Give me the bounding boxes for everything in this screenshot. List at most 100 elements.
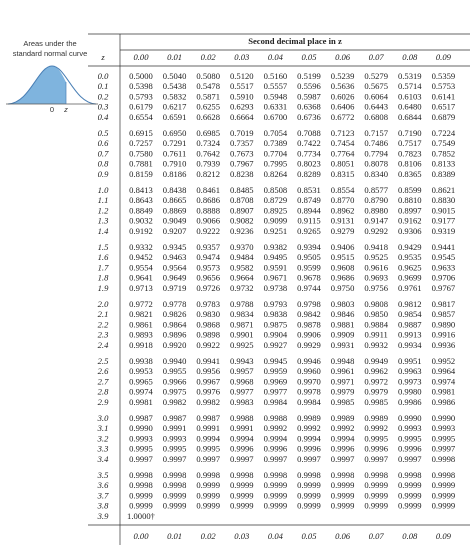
cell: 0.9995 (196, 444, 220, 454)
cell: 0.9495 (264, 252, 288, 262)
cell: 0.7486 (364, 138, 388, 148)
cell: 0.9999 (230, 490, 254, 500)
cell: 0.9997 (129, 454, 153, 464)
cell: 0.8577 (364, 185, 388, 195)
row-label: 3.4 (97, 454, 109, 464)
cell: 0.9999 (163, 501, 187, 511)
row-label: 1.9 (98, 283, 109, 293)
cell: 0.9826 (163, 309, 187, 319)
cell: 0.7054 (264, 128, 288, 138)
cell: 0.9909 (331, 330, 355, 340)
column-header: 0.04 (268, 52, 284, 62)
cell: 0.8238 (230, 169, 254, 179)
cell: 0.9998 (331, 470, 355, 480)
cell: 0.6808 (364, 112, 388, 122)
cell: 0.6628 (196, 112, 220, 122)
cell: 0.9990 (129, 423, 153, 433)
column-header: 0.02 (201, 52, 217, 62)
row-label: 0.2 (98, 91, 109, 101)
cell: 0.8289 (297, 169, 321, 179)
row-label: 1.5 (98, 242, 109, 252)
origin-label: 0 (50, 105, 54, 114)
cell: 0.5080 (196, 71, 220, 81)
cell: 0.9821 (129, 309, 153, 319)
cell: 0.9988 (230, 413, 254, 423)
cell: 0.9625 (398, 262, 422, 272)
cell: 0.9981 (432, 387, 456, 397)
cell: 0.6879 (432, 112, 456, 122)
cell: 0.9846 (331, 309, 355, 319)
cell: 0.5832 (163, 91, 187, 101)
cell: 0.9793 (264, 299, 288, 309)
row-label: 2.7 (98, 376, 109, 386)
cell: 0.7673 (230, 148, 254, 158)
cell: 0.5359 (432, 71, 456, 81)
cell: 0.8770 (331, 195, 355, 205)
cell: 0.7852 (432, 148, 456, 158)
cell: 0.9952 (432, 356, 456, 366)
row-label: 1.0 (98, 185, 109, 195)
cell: 0.7734 (297, 148, 321, 158)
cell: 0.8888 (196, 205, 220, 215)
cell: 0.6255 (196, 102, 220, 112)
cell: 0.9418 (364, 242, 388, 252)
row-label: 1.4 (98, 226, 109, 236)
cell: 0.9999 (297, 490, 321, 500)
row-label: 3.0 (97, 413, 109, 423)
cell: 0.9693 (364, 273, 388, 283)
cell: 0.8849 (129, 205, 153, 215)
cell: 0.9913 (398, 330, 422, 340)
cell: 0.9599 (297, 262, 321, 272)
cell: 0.9993 (432, 423, 456, 433)
cell: 0.9999 (196, 501, 220, 511)
cell: 0.9916 (432, 330, 456, 340)
cell: 0.9996 (297, 444, 321, 454)
column-footer: 0.03 (234, 531, 249, 541)
cell: 0.9032 (129, 216, 153, 226)
cell: 0.7389 (264, 138, 288, 148)
cell: 0.5636 (331, 81, 355, 91)
column-footer: 0.01 (167, 531, 182, 541)
cell: 0.8389 (432, 169, 456, 179)
cell: 0.8106 (398, 159, 422, 169)
cell: 0.6179 (129, 102, 153, 112)
row-label: 1.3 (98, 216, 109, 226)
cell: 0.9999 (264, 480, 288, 490)
row-label: 3.7 (97, 490, 109, 500)
cell: 0.6443 (364, 102, 388, 112)
cell: 0.9761 (398, 283, 422, 293)
cell: 0.7995 (264, 159, 288, 169)
cell: 0.8186 (163, 169, 187, 179)
cell: 0.9904 (264, 330, 288, 340)
cell: 0.9772 (129, 299, 153, 309)
cell: 0.9573 (196, 262, 220, 272)
cell: 0.8531 (297, 185, 321, 195)
cell: 0.9382 (264, 242, 288, 252)
cell: 0.9147 (364, 216, 388, 226)
cell: 0.9946 (297, 356, 321, 366)
cell: 0.9744 (297, 283, 321, 293)
cell: 0.9999 (364, 490, 388, 500)
cell: 0.8621 (432, 185, 456, 195)
cell: 0.7291 (163, 138, 187, 148)
cell: 0.9999 (432, 490, 456, 500)
cell: 0.9306 (398, 226, 422, 236)
cell: 0.9207 (163, 226, 187, 236)
cell: 0.9994 (230, 433, 254, 443)
cell: 0.9986 (398, 397, 422, 407)
cell: 0.9989 (331, 413, 355, 423)
cell: 0.9671 (264, 273, 288, 283)
column-header: 0.08 (402, 52, 418, 62)
cell: 0.5871 (196, 91, 220, 101)
cell: 0.7794 (364, 148, 388, 158)
cell: 0.9987 (196, 413, 220, 423)
cell: 0.6517 (432, 102, 456, 112)
cell: 0.9864 (163, 319, 187, 329)
row-label: 3.3 (97, 444, 109, 454)
cell: 0.7019 (230, 128, 254, 138)
cell: 0.9998 (297, 470, 321, 480)
cell: 0.9986 (432, 397, 456, 407)
cell: 0.9515 (331, 252, 355, 262)
row-label: 0.1 (98, 81, 109, 91)
cell: 0.9960 (297, 366, 321, 376)
